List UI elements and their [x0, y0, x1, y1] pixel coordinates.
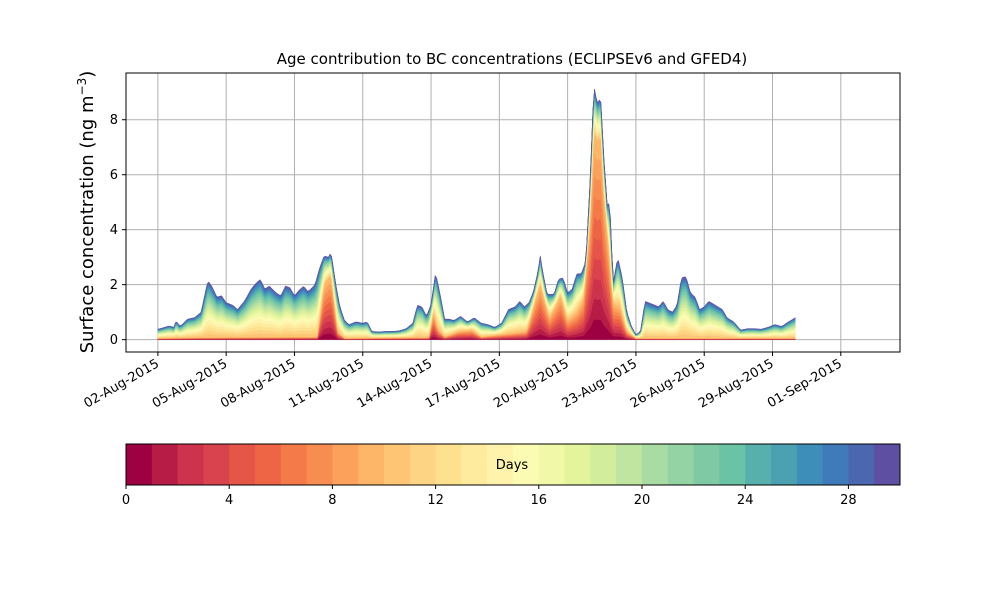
x-tick-label: 20-Aug-2015: [491, 356, 571, 411]
colorbar-tick-label: 24: [737, 493, 754, 508]
colorbar-bin: [822, 444, 849, 485]
colorbar-bin: [513, 444, 540, 485]
colorbar-bin: [538, 444, 566, 485]
x-tick-label: 23-Aug-2015: [560, 356, 640, 411]
y-tick-label: 8: [110, 113, 118, 128]
colorbar-bin: [177, 444, 204, 485]
age-band-22: [157, 99, 796, 336]
colorbar-bin: [358, 444, 385, 485]
x-tick-label: 29-Aug-2015: [696, 356, 776, 411]
colorbar-tick-label: 28: [840, 493, 857, 508]
colorbar-bin: [667, 444, 695, 485]
colorbar-bin: [693, 444, 720, 485]
y-tick-label: 6: [110, 168, 118, 183]
colorbar: [126, 444, 901, 485]
colorbar-bin: [642, 444, 669, 485]
plot-frame: [125, 72, 901, 353]
colorbar-bin: [487, 444, 514, 485]
x-tick-label: 11-Aug-2015: [286, 356, 366, 411]
stacked-area-plot: [157, 88, 796, 340]
colorbar-bin: [616, 444, 643, 485]
colorbar-bin: [280, 444, 308, 485]
y-tick-label: 2: [110, 278, 118, 293]
colorbar-bin: [126, 444, 153, 485]
colorbar-ticks: 0 4 8 12 16 20 24 28: [122, 485, 857, 508]
colorbar-bin: [203, 444, 230, 485]
colorbar-bin: [409, 444, 437, 485]
colorbar-frame: [125, 443, 901, 486]
y-axis-label: Surface concentration (ng m−3): [75, 71, 98, 354]
colorbar-bin: [332, 444, 359, 485]
chart-title: Age contribution to BC concentrations (E…: [277, 50, 748, 68]
colorbar-bin: [229, 444, 256, 485]
colorbar-tick-label: 0: [122, 493, 130, 508]
age-band-29: [157, 88, 796, 336]
y-tick-label: 4: [110, 223, 118, 238]
x-tick-label: 05-Aug-2015: [150, 356, 230, 411]
y-axis-label-main: Surface concentration (ng m: [77, 95, 98, 353]
colorbar-bin: [874, 444, 901, 485]
colorbar-label: Days: [496, 458, 529, 473]
colorbar-bin: [255, 444, 282, 485]
colorbar-tick-label: 16: [531, 493, 548, 508]
x-tick-label: 02-Aug-2015: [82, 356, 162, 411]
x-tick-label: 08-Aug-2015: [218, 356, 298, 411]
x-tick-label: 26-Aug-2015: [628, 356, 708, 411]
x-tick-label: 01-Sep-2015: [765, 356, 845, 411]
x-tick-label: 14-Aug-2015: [355, 356, 435, 411]
colorbar-bin: [745, 444, 772, 485]
colorbar-bin: [151, 444, 179, 485]
colorbar-bin: [306, 444, 333, 485]
colorbar-bin: [461, 444, 488, 485]
colorbar-tick-label: 20: [634, 493, 651, 508]
colorbar-bin: [771, 444, 798, 485]
y-tick-label: 0: [110, 333, 118, 348]
x-axis-ticks: 02-Aug-201505-Aug-201508-Aug-201511-Aug-…: [82, 352, 845, 412]
colorbar-bin: [590, 444, 617, 485]
colorbar-tick-label: 8: [328, 493, 336, 508]
colorbar-tick-label: 4: [225, 493, 233, 508]
colorbar-bin: [719, 444, 746, 485]
colorbar-bin: [384, 444, 411, 485]
colorbar-bin: [564, 444, 591, 485]
x-tick-label: 17-Aug-2015: [423, 356, 503, 411]
y-axis-label-exponent: −3: [75, 78, 89, 96]
colorbar-bin: [435, 444, 462, 485]
colorbar-tick-label: 12: [427, 493, 444, 508]
colorbar-bin: [796, 444, 824, 485]
y-axis-label-close: ): [77, 71, 98, 78]
y-axis-ticks: 0 2 4 6 8: [110, 113, 126, 348]
colorbar-bin: [848, 444, 875, 485]
